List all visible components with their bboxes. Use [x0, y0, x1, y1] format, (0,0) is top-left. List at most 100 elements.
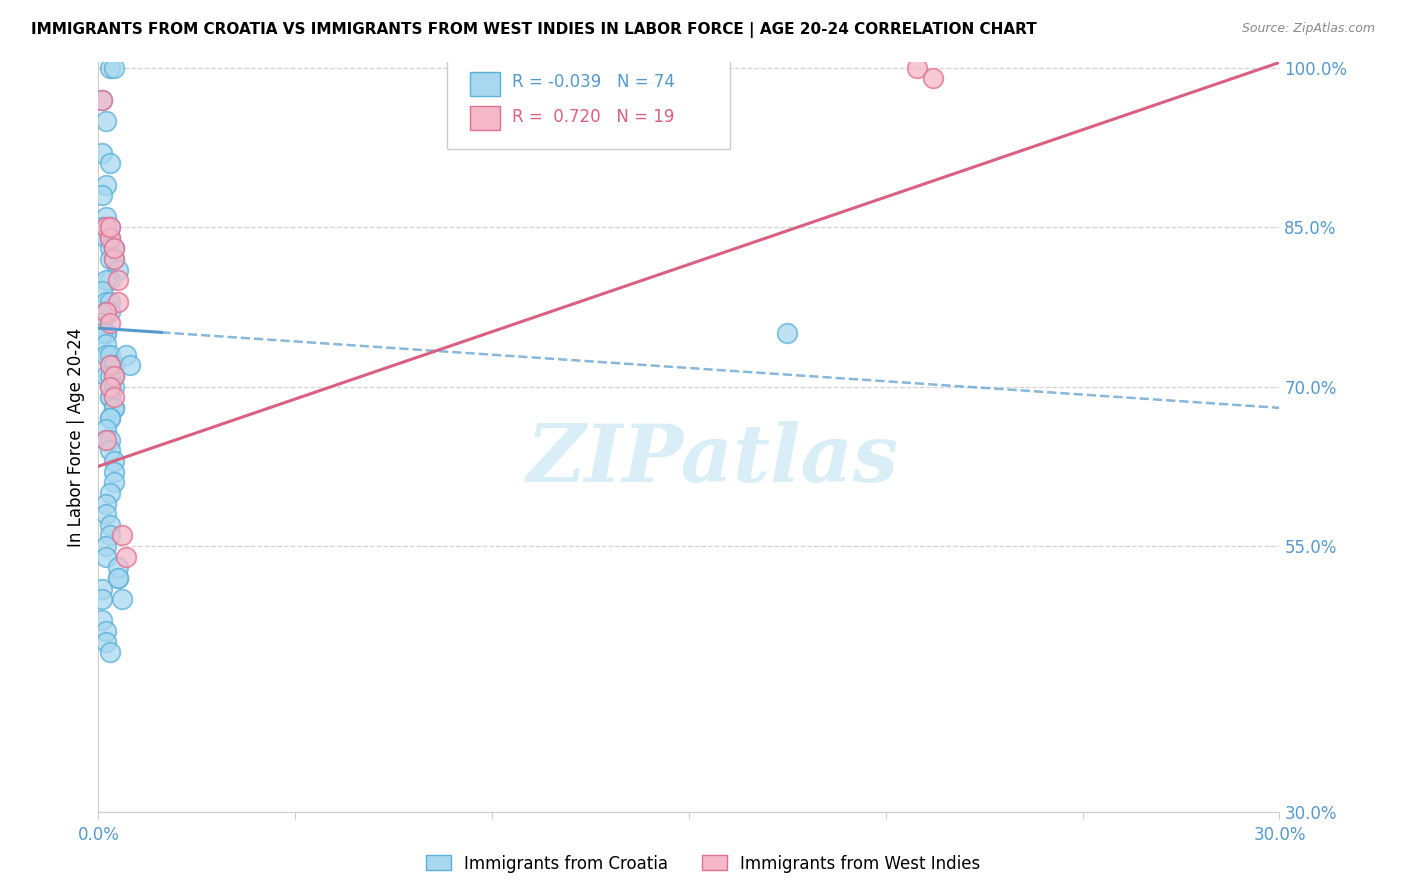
Point — [98, 433, 121, 447]
Point — [91, 284, 114, 298]
Point — [91, 188, 114, 202]
Point — [98, 156, 121, 170]
Point — [96, 114, 118, 128]
Point — [103, 242, 125, 256]
Point — [91, 326, 114, 341]
Point — [96, 326, 118, 341]
Point — [103, 401, 125, 415]
Point — [98, 231, 121, 245]
FancyBboxPatch shape — [471, 71, 501, 95]
Point — [107, 262, 129, 277]
Point — [103, 454, 125, 468]
Point — [98, 528, 121, 542]
Point — [96, 422, 118, 436]
Legend: Immigrants from Croatia, Immigrants from West Indies: Immigrants from Croatia, Immigrants from… — [419, 848, 987, 880]
Point — [96, 305, 118, 319]
Point — [98, 645, 121, 659]
Point — [98, 379, 121, 393]
Point — [98, 316, 121, 330]
Point — [98, 390, 121, 404]
Text: IMMIGRANTS FROM CROATIA VS IMMIGRANTS FROM WEST INDIES IN LABOR FORCE | AGE 20-2: IMMIGRANTS FROM CROATIA VS IMMIGRANTS FR… — [31, 22, 1036, 38]
Point — [98, 294, 121, 309]
Point — [91, 592, 114, 607]
Point — [98, 390, 121, 404]
Point — [91, 145, 114, 160]
Point — [118, 359, 141, 373]
Point — [91, 93, 114, 107]
Point — [103, 368, 125, 383]
Point — [96, 496, 118, 510]
Point — [96, 305, 118, 319]
Point — [111, 592, 134, 607]
Point — [96, 178, 118, 192]
Text: R = -0.039   N = 74: R = -0.039 N = 74 — [512, 73, 675, 91]
Point — [98, 305, 121, 319]
Point — [103, 379, 125, 393]
Point — [905, 61, 928, 75]
Point — [91, 614, 114, 628]
Point — [107, 560, 129, 574]
Point — [96, 433, 118, 447]
Point — [115, 549, 138, 564]
Point — [98, 411, 121, 425]
Point — [91, 93, 114, 107]
FancyBboxPatch shape — [471, 106, 501, 130]
Point — [103, 401, 125, 415]
Point — [776, 326, 799, 341]
Text: ZIPatlas: ZIPatlas — [526, 421, 898, 499]
Point — [103, 390, 125, 404]
Point — [96, 210, 118, 224]
Point — [96, 294, 118, 309]
Point — [107, 571, 129, 585]
Point — [98, 220, 121, 235]
Point — [922, 71, 945, 86]
Point — [103, 465, 125, 479]
Point — [96, 326, 118, 341]
Point — [98, 348, 121, 362]
Point — [98, 61, 121, 75]
Point — [91, 220, 114, 235]
Point — [98, 443, 121, 458]
Point — [96, 549, 118, 564]
Point — [115, 348, 138, 362]
Point — [96, 305, 118, 319]
Point — [103, 368, 125, 383]
Point — [103, 475, 125, 490]
Point — [103, 242, 125, 256]
Point — [96, 368, 118, 383]
Point — [111, 528, 134, 542]
Point — [103, 252, 125, 266]
Point — [91, 316, 114, 330]
Point — [96, 507, 118, 521]
Point — [96, 220, 118, 235]
Point — [98, 517, 121, 532]
Point — [107, 273, 129, 287]
Point — [96, 348, 118, 362]
Point — [98, 368, 121, 383]
Point — [107, 294, 129, 309]
Point — [96, 539, 118, 553]
Point — [96, 273, 118, 287]
FancyBboxPatch shape — [447, 60, 730, 149]
Point — [103, 61, 125, 75]
Point — [96, 220, 118, 235]
Point — [103, 252, 125, 266]
Point — [107, 571, 129, 585]
Point — [98, 359, 121, 373]
Point — [98, 411, 121, 425]
Point — [91, 582, 114, 596]
Point — [96, 337, 118, 351]
Point — [98, 486, 121, 500]
Point — [98, 252, 121, 266]
Point — [98, 220, 121, 235]
Point — [103, 359, 125, 373]
Text: Source: ZipAtlas.com: Source: ZipAtlas.com — [1241, 22, 1375, 36]
Point — [96, 624, 118, 638]
Point — [98, 359, 121, 373]
Point — [96, 634, 118, 648]
Point — [98, 273, 121, 287]
Y-axis label: In Labor Force | Age 20-24: In Labor Force | Age 20-24 — [67, 327, 86, 547]
Point — [98, 379, 121, 393]
Text: R =  0.720   N = 19: R = 0.720 N = 19 — [512, 108, 673, 126]
Point — [98, 242, 121, 256]
